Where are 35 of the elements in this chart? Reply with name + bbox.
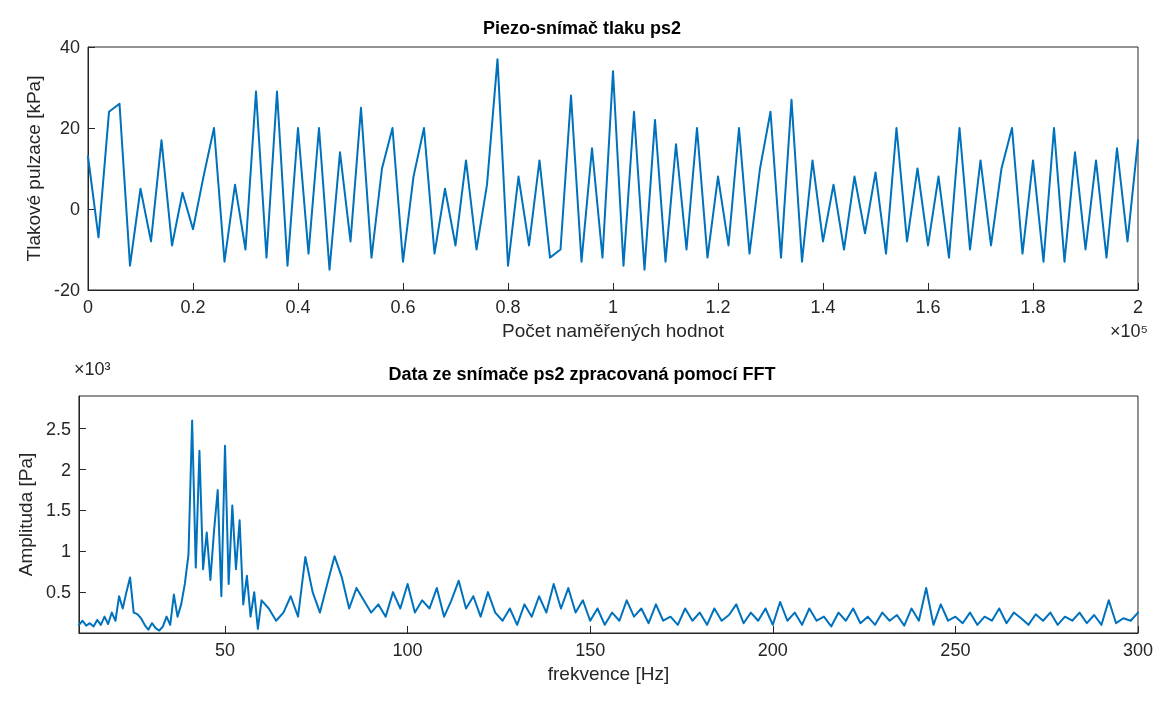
y-tick-label: 2 bbox=[60, 459, 71, 480]
x-tick-label: 2 bbox=[1132, 297, 1144, 317]
y-tick-label: 1 bbox=[60, 541, 71, 562]
y-tick-label: 20 bbox=[59, 118, 80, 138]
x-tick-label: 0.8 bbox=[495, 297, 521, 317]
x-axis-title: Počet naměřených hodnot bbox=[502, 319, 725, 341]
x-tick-label: 300 bbox=[1122, 640, 1154, 660]
x-tick-label: 150 bbox=[575, 640, 606, 660]
text: ×10³ bbox=[74, 359, 111, 379]
y-tick-label: 2.5 bbox=[45, 418, 71, 439]
x-tick-label: 1.2 bbox=[705, 297, 731, 317]
y-tick-label: 0.5 bbox=[45, 582, 71, 603]
y-tick-label: -20 bbox=[53, 280, 80, 300]
x-tick-label: 0.2 bbox=[180, 297, 206, 317]
text: ×10⁵ bbox=[1110, 321, 1148, 341]
x-tick-label: 0.4 bbox=[285, 297, 311, 317]
y-axis-title: Tlakové pulzace [kPa] bbox=[23, 75, 45, 262]
x-tick-label: 1.8 bbox=[1020, 297, 1046, 317]
x-tick-label: 1.4 bbox=[810, 297, 836, 317]
x-tick-label: 0.6 bbox=[390, 297, 416, 317]
x-tick-label: 0 bbox=[82, 297, 94, 317]
x-tick-label: 200 bbox=[757, 640, 788, 660]
x-tick-label: 1 bbox=[607, 297, 619, 317]
chart-title: Data ze snímače ps2 zpracovaná pomocí FFT bbox=[388, 364, 776, 384]
y-tick-label: 0 bbox=[69, 199, 80, 219]
x-tick-label: 250 bbox=[940, 640, 971, 660]
x-tick-label: 50 bbox=[214, 640, 236, 660]
chart-title: Piezo-snímač tlaku ps2 bbox=[482, 18, 682, 38]
y-tick-label: 1.5 bbox=[45, 500, 71, 521]
y-axis-title: Amplituda [Pa] bbox=[15, 452, 36, 577]
line-series bbox=[87, 58, 1139, 271]
x-axis-title: frekvence [Hz] bbox=[547, 662, 670, 684]
x-tick-label: 100 bbox=[392, 640, 423, 660]
y-tick-label: 40 bbox=[59, 37, 80, 57]
x-tick-label: 1.6 bbox=[915, 297, 941, 317]
